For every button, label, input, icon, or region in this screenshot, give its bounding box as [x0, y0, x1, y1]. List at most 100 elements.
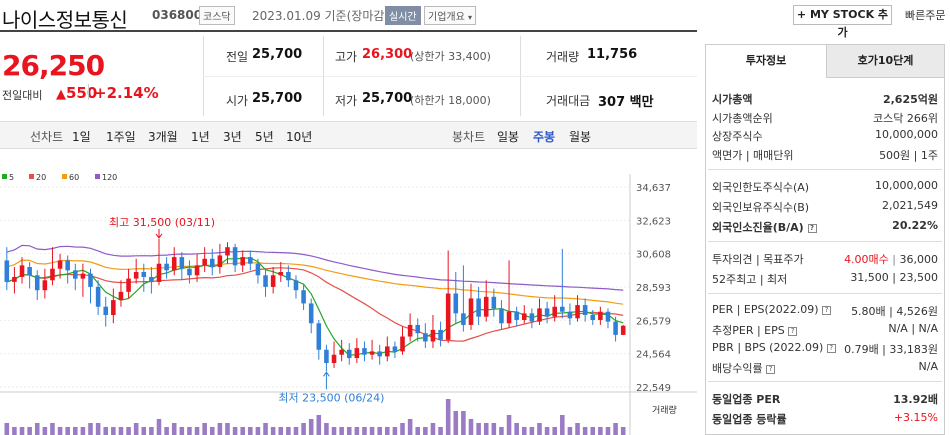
stock-candle-chart[interactable]: 5 20 60 120 34,637 32,623 30,608 28,593 26,579 24…	[0, 174, 697, 435]
y-tick-label: 26,579	[636, 316, 671, 327]
volume-bar	[171, 423, 177, 435]
legend-swatch	[2, 174, 7, 179]
y-tick-label: 22,549	[636, 383, 671, 394]
volume-label: 거래량	[546, 50, 580, 64]
volume-bar	[103, 427, 109, 435]
candle-chart-label: 봉차트	[452, 130, 486, 144]
candle-body	[293, 280, 299, 291]
week52-label: 52주최고 | 최저	[712, 273, 788, 286]
candle-body	[278, 271, 284, 276]
volume-bar	[552, 427, 557, 435]
tab-3m[interactable]: 3개월	[148, 130, 178, 144]
help-icon[interactable]: ?	[826, 343, 836, 353]
candle-body	[73, 270, 78, 279]
tab-5y[interactable]: 5년	[255, 130, 274, 144]
tab-invest-info[interactable]: 투자정보	[706, 45, 826, 78]
candle-body	[156, 263, 162, 282]
tab-10y[interactable]: 10년	[286, 130, 313, 144]
volume-bar	[521, 427, 527, 435]
realtime-button[interactable]: 실시간	[385, 6, 421, 25]
change-value: ▲550	[56, 84, 97, 102]
up-triangle-icon: ▲	[56, 87, 66, 102]
industry-per-value: 13.92배	[893, 393, 938, 406]
volume-bar	[278, 427, 284, 435]
chart-tab-bar: 선차트 1일 1주일 3개월 1년 3년 5년 10년 봉차트 일봉 주봉 월봉	[0, 121, 697, 149]
volume-bar	[339, 427, 344, 435]
volume-bar	[126, 427, 131, 435]
change-amount: 550	[66, 84, 98, 102]
upper-limit: (상한가 33,400)	[410, 50, 491, 63]
tab-weekly[interactable]: 주봉	[533, 130, 556, 144]
tab-1d[interactable]: 1일	[72, 130, 91, 144]
est-per-label: 추정PER | EPS	[712, 324, 785, 337]
volume-bar	[567, 427, 573, 435]
help-icon[interactable]: ?	[807, 223, 817, 233]
y-tick-label: 34,637	[636, 183, 671, 194]
candle-body	[506, 311, 512, 324]
my-stock-add-button[interactable]: + MY STOCK 추가	[793, 5, 892, 39]
invest-info-panel: 투자정보 호가10단계 시가총액 2,625억원 시가총액순위 코스닥 266위…	[705, 44, 945, 435]
volume-bar	[392, 427, 398, 435]
volume-bar	[34, 423, 40, 435]
tab-3y[interactable]: 3년	[223, 130, 242, 144]
candle-body	[362, 348, 367, 355]
volume-bar	[202, 423, 207, 435]
line-chart-label: 선차트	[30, 130, 64, 144]
candle-body	[354, 348, 360, 359]
candle-body	[103, 306, 109, 316]
volume-bar	[179, 427, 185, 435]
dividend-value: N/A	[918, 360, 938, 373]
open-value: 25,700	[252, 91, 303, 106]
candle-body	[468, 298, 474, 325]
volume-bar	[263, 423, 268, 435]
tab-1w[interactable]: 1주일	[106, 130, 136, 144]
volume-bar	[301, 423, 306, 435]
candle-body	[164, 263, 169, 271]
volume-bar	[415, 427, 421, 435]
candle-body	[179, 257, 185, 269]
candle-body	[590, 315, 596, 320]
chevron-down-icon: ▾	[468, 13, 473, 22]
date-text: 2023.01.09 기준(장마감)	[252, 9, 390, 23]
volume-bar	[42, 427, 48, 435]
help-icon[interactable]: ?	[766, 364, 776, 374]
help-icon[interactable]: ?	[788, 326, 798, 336]
divider-3	[708, 293, 942, 294]
tab-1y[interactable]: 1년	[191, 130, 210, 144]
volume-bar	[149, 427, 154, 435]
volume-bar	[620, 427, 626, 435]
volume-bar	[50, 423, 55, 435]
tab-daily[interactable]: 일봉	[497, 130, 520, 144]
volume-bar	[377, 427, 382, 435]
stock-code: 036800	[152, 8, 203, 22]
candle-body	[499, 308, 504, 324]
dividend-label: 배당수익률	[712, 362, 763, 375]
annotation-low-arrowhead	[323, 371, 330, 377]
volume-bar	[88, 423, 93, 435]
candle-body	[620, 325, 626, 335]
candle-body	[263, 275, 268, 287]
volume-bar	[369, 427, 375, 435]
candle-body	[476, 298, 481, 317]
tab-monthly[interactable]: 월봉	[569, 130, 592, 144]
help-icon[interactable]: ?	[822, 305, 832, 315]
company-info-label: 기업개요	[428, 12, 465, 23]
low-label: 저가	[335, 94, 358, 108]
y-tick-label: 24,564	[636, 350, 671, 361]
candle-body	[240, 257, 245, 266]
candle-body	[255, 263, 261, 276]
tab-orderbook[interactable]: 호가10단계	[826, 45, 944, 78]
candle-body	[126, 278, 131, 292]
quick-order-link[interactable]: 빠른주문	[905, 9, 946, 22]
company-info-dropdown[interactable]: 기업개요 ▾	[424, 6, 477, 25]
volume-bar	[270, 427, 276, 435]
amount-value: 307 백만	[598, 95, 654, 110]
annotation-high: 최고 31,500 (03/11)	[109, 216, 215, 229]
volume-bar	[483, 423, 489, 435]
industry-per-label: 동일업종 PER	[712, 393, 781, 406]
candle-body	[209, 258, 215, 268]
opinion-value-row: 4.00매수 | 36,000	[844, 253, 938, 266]
volume-bar	[476, 423, 481, 435]
stock-name: 나이스정보통신	[2, 8, 128, 32]
opinion-row: 투자의견 | 목표주가	[712, 251, 804, 267]
